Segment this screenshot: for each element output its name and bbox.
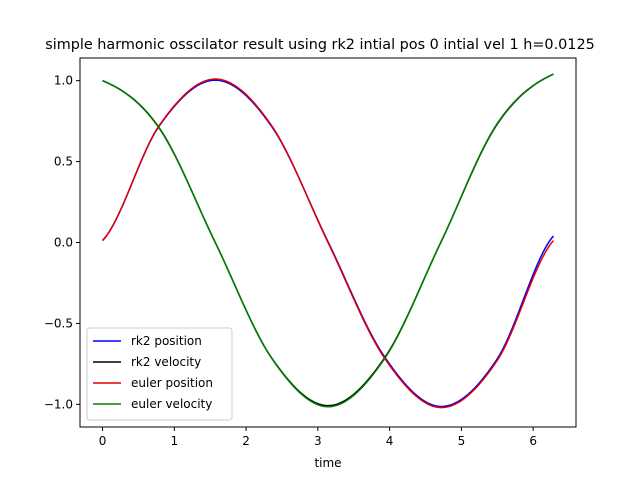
y-tick-label: −0.5 [44, 316, 73, 330]
legend-label: euler position [131, 376, 213, 390]
legend-box [86, 327, 233, 421]
y-axis: −1.0 −0.5 0.0 0.5 1.0 [44, 74, 80, 411]
x-tick-label: 1 [170, 434, 178, 448]
x-tick-label: 4 [386, 434, 394, 448]
x-axis: 0 1 2 3 4 5 6 [99, 427, 537, 448]
x-tick-label: 6 [529, 434, 537, 448]
legend: rk2 position rk2 velocity euler position eu… [86, 327, 233, 421]
x-tick-label: 2 [242, 434, 250, 448]
x-axis-label: time [314, 456, 341, 470]
series-line-euler-velocity [102, 73, 554, 408]
legend-label: euler velocity [131, 397, 212, 411]
legend-label: rk2 position [131, 334, 202, 348]
x-tick-label: 5 [458, 434, 466, 448]
series-line-euler-position [101, 78, 555, 409]
y-tick-label: −1.0 [44, 397, 73, 411]
y-tick-label: 1.0 [54, 74, 73, 88]
chart-title: simple harmonic osscilator result using … [45, 37, 595, 53]
y-tick-label: 0.5 [54, 155, 73, 169]
x-tick-label: 0 [99, 434, 107, 448]
series-layer [101, 73, 555, 409]
legend-label: rk2 velocity [131, 355, 201, 369]
y-tick-label: 0.0 [54, 236, 73, 250]
x-tick-label: 3 [314, 434, 322, 448]
